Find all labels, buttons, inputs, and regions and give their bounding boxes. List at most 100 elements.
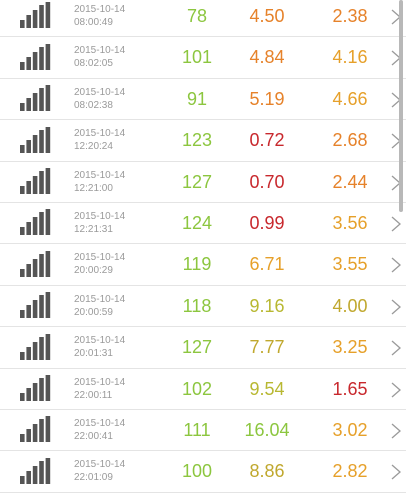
value-tertiary: 2.68 xyxy=(332,130,368,151)
value-tertiary: 1.65 xyxy=(332,378,368,399)
value-secondary: 7.77 xyxy=(249,337,285,358)
value-primary: 111 xyxy=(183,419,211,440)
value-secondary: 4.50 xyxy=(249,6,285,26)
list-item[interactable]: 2015-10-14 08:02:05 101 4.84 4.16 xyxy=(0,37,406,79)
timestamp-time: 12:21:31 xyxy=(74,223,113,235)
timestamp: 2015-10-14 08:02:05 xyxy=(74,44,125,70)
list-item[interactable]: 2015-10-14 22:00:41 111 16.04 3.02 xyxy=(0,410,406,452)
value-primary: 101 xyxy=(181,47,213,68)
signal-strength-icon xyxy=(20,167,52,194)
value-primary: 102 xyxy=(181,378,213,399)
timestamp: 2015-10-14 20:01:31 xyxy=(74,334,125,360)
value-tertiary: 3.25 xyxy=(332,337,368,358)
value-tertiary: 3.55 xyxy=(332,254,368,275)
timestamp-time: 12:20:24 xyxy=(74,141,113,153)
timestamp-date: 2015-10-14 xyxy=(74,459,126,471)
timestamp-date: 2015-10-14 xyxy=(74,417,126,429)
timestamp-time: 20:00:59 xyxy=(74,306,113,318)
signal-strength-icon xyxy=(20,126,52,153)
chevron-right-icon[interactable] xyxy=(391,340,401,356)
scrollbar[interactable] xyxy=(399,0,403,212)
value-primary: 118 xyxy=(182,295,212,316)
timestamp: 2015-10-14 12:20:24 xyxy=(74,127,125,153)
timestamp-date: 2015-10-14 xyxy=(74,376,126,388)
timestamp-date: 2015-10-14 xyxy=(74,210,126,222)
value-tertiary: 2.44 xyxy=(332,171,368,192)
timestamp-date: 2015-10-14 xyxy=(74,169,126,181)
signal-strength-icon xyxy=(20,85,52,112)
value-tertiary: 3.02 xyxy=(332,419,368,440)
value-secondary: 4.84 xyxy=(249,47,285,68)
chevron-right-icon[interactable] xyxy=(391,216,401,232)
list-item[interactable]: 2015-10-14 12:20:24 123 0.72 2.68 xyxy=(0,120,406,162)
signal-strength-icon xyxy=(20,457,52,484)
list-item[interactable]: 2015-10-14 12:21:00 127 0.70 2.44 xyxy=(0,162,406,203)
value-secondary: 9.16 xyxy=(249,295,285,316)
timestamp-time: 22:01:09 xyxy=(74,472,113,484)
timestamp: 2015-10-14 20:00:29 xyxy=(74,251,125,277)
timestamp-time: 22:00:41 xyxy=(74,430,113,442)
timestamp-time: 08:00:49 xyxy=(74,17,113,28)
timestamp: 2015-10-14 08:02:38 xyxy=(74,86,125,112)
list-item[interactable]: 2015-10-14 20:01:31 127 7.77 3.25 xyxy=(0,327,406,369)
chevron-right-icon[interactable] xyxy=(391,257,401,273)
value-secondary: 6.71 xyxy=(249,254,285,275)
value-secondary: 5.19 xyxy=(249,88,285,109)
value-primary: 100 xyxy=(181,461,213,482)
signal-strength-icon xyxy=(20,43,52,70)
chevron-right-icon[interactable] xyxy=(391,464,401,480)
value-tertiary: 4.16 xyxy=(332,47,368,68)
value-primary: 124 xyxy=(181,212,213,233)
timestamp-date: 2015-10-14 xyxy=(74,45,126,57)
timestamp: 2015-10-14 12:21:31 xyxy=(74,210,125,236)
signal-strength-icon xyxy=(20,2,52,29)
timestamp: 2015-10-14 08:00:49 xyxy=(74,3,125,29)
value-tertiary: 3.56 xyxy=(332,212,368,233)
timestamp-date: 2015-10-14 xyxy=(74,86,126,98)
signal-strength-icon xyxy=(20,333,52,360)
list-item[interactable]: 2015-10-14 20:00:59 118 9.16 4.00 xyxy=(0,286,406,328)
timestamp-date: 2015-10-14 xyxy=(74,252,126,264)
signal-strength-icon xyxy=(20,250,52,277)
value-primary: 78 xyxy=(186,6,208,26)
value-secondary: 0.72 xyxy=(249,130,285,151)
chevron-right-icon[interactable] xyxy=(391,382,401,398)
value-tertiary: 4.00 xyxy=(332,295,368,316)
value-tertiary: 4.66 xyxy=(332,88,368,109)
value-tertiary: 2.82 xyxy=(332,461,368,482)
value-secondary: 16.04 xyxy=(244,419,290,440)
value-primary: 127 xyxy=(181,171,213,192)
timestamp: 2015-10-14 22:01:09 xyxy=(74,458,125,484)
timestamp-time: 08:02:05 xyxy=(74,58,113,70)
value-primary: 119 xyxy=(182,254,212,275)
chevron-right-icon[interactable] xyxy=(391,423,401,439)
timestamp: 2015-10-14 20:00:59 xyxy=(74,293,125,319)
timestamp: 2015-10-14 22:00:11 xyxy=(74,376,125,402)
timestamp-time: 12:21:00 xyxy=(74,182,113,194)
value-secondary: 0.70 xyxy=(249,171,285,192)
timestamp-time: 08:02:38 xyxy=(74,99,113,111)
timestamp-date: 2015-10-14 xyxy=(74,4,126,15)
value-tertiary: 2.38 xyxy=(332,6,368,26)
list-item[interactable]: 2015-10-14 08:02:38 91 5.19 4.66 xyxy=(0,79,406,121)
list-item[interactable]: 2015-10-14 22:00:11 102 9.54 1.65 xyxy=(0,369,406,410)
chevron-right-icon[interactable] xyxy=(391,299,401,315)
timestamp-date: 2015-10-14 xyxy=(74,128,126,140)
value-primary: 91 xyxy=(186,88,208,109)
timestamp: 2015-10-14 12:21:00 xyxy=(74,169,125,195)
timestamp: 2015-10-14 22:00:41 xyxy=(74,417,125,443)
list-item[interactable]: 2015-10-14 22:01:09 100 8.86 2.82 xyxy=(0,451,406,493)
list-item[interactable]: 2015-10-14 08:00:49 78 4.50 2.38 xyxy=(0,0,406,38)
value-secondary: 9.54 xyxy=(249,378,285,399)
signal-strength-icon xyxy=(20,292,52,319)
timestamp-time: 20:01:31 xyxy=(74,348,113,360)
signal-strength-icon xyxy=(20,416,52,443)
timestamp-time: 20:00:29 xyxy=(74,265,113,277)
value-secondary: 8.86 xyxy=(249,461,285,482)
list-item[interactable]: 2015-10-14 20:00:29 119 6.71 3.55 xyxy=(0,244,406,286)
timestamp-time: 22:00:11 xyxy=(74,389,113,401)
value-primary: 127 xyxy=(181,337,213,358)
list-item[interactable]: 2015-10-14 12:21:31 124 0.99 3.56 xyxy=(0,203,406,245)
value-primary: 123 xyxy=(181,130,213,151)
